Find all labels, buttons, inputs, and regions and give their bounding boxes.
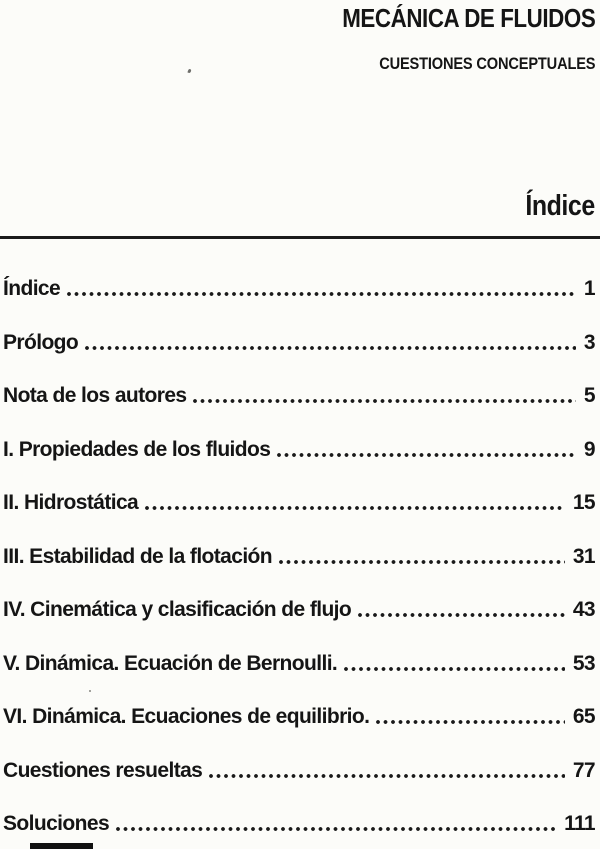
toc-entry-label: Prólogo <box>3 330 79 354</box>
toc-entry: Soluciones 111 <box>3 810 596 837</box>
toc-entry-label: Nota de los autores <box>3 384 187 407</box>
section-heading: Índice <box>0 188 600 224</box>
toc-entry: Nota de los autores 5 <box>3 382 596 409</box>
toc-entry-label: V. Dinámica. Ecuación de Bernoulli. <box>3 651 338 675</box>
toc-entry-page-number: 77 <box>572 758 596 782</box>
toc-entry: V. Dinámica. Ecuación de Bernoulli. 53 <box>3 650 596 677</box>
toc-entry-page-number: 65 <box>572 705 596 728</box>
toc-entry: II. Hidrostática 15 <box>3 489 596 516</box>
toc-entry-page-number: 15 <box>572 491 596 514</box>
toc-entry: Cuestiones resueltas 77 <box>3 757 596 784</box>
dot-leader <box>67 290 576 298</box>
dot-leader <box>277 450 576 459</box>
toc-entry-label: Cuestiones resueltas <box>3 758 203 782</box>
toc-entry-page-number: 9 <box>583 437 596 461</box>
toc-entry: III. Estabilidad de la flotación 31 <box>3 543 596 570</box>
dot-leader <box>279 557 565 566</box>
toc-entry-label: VI. Dinámica. Ecuaciones de equilibrio. <box>3 705 370 728</box>
section-heading-text: Índice <box>525 190 596 222</box>
scan-speck <box>89 690 91 692</box>
toc-entry-label: IV. Cinemática y clasificación de flujo <box>3 598 352 621</box>
dot-leader <box>358 611 565 619</box>
toc-entry-label: Soluciones <box>3 812 110 835</box>
dot-leader <box>116 825 557 833</box>
toc-entry-label: III. Estabilidad de la flotación <box>3 544 273 568</box>
toc-entry-page-number: 3 <box>583 330 596 354</box>
heading-rule <box>0 236 600 239</box>
dot-leader <box>145 504 565 512</box>
toc-entry-label: I. Propiedades de los fluidos <box>3 437 271 461</box>
toc-entry-page-number: 43 <box>572 598 596 621</box>
book-subtitle-text: CUESTIONES CONCEPTUALES <box>378 54 595 73</box>
toc-entry: I. Propiedades de los fluidos 9 <box>3 436 596 463</box>
toc-entry: IV. Cinemática y clasificación de flujo … <box>3 596 596 623</box>
toc-entry-page-number: 53 <box>572 651 596 675</box>
toc-list: Índice 1 Prólogo 3 Nota de los autores 5… <box>0 275 600 837</box>
toc-entry-page-number: 5 <box>583 384 596 407</box>
toc-entry: Prólogo 3 <box>3 329 596 356</box>
toc-entry-label: II. Hidrostática <box>3 491 139 514</box>
book-title: MECÁNICA DE FLUIDOS <box>0 0 600 35</box>
page-header: MECÁNICA DE FLUIDOS CUESTIONES CONCEPTUA… <box>0 0 600 74</box>
toc-entry-label: Índice <box>3 277 61 300</box>
book-subtitle: CUESTIONES CONCEPTUALES <box>0 53 600 74</box>
toc-entry: Índice 1 <box>3 275 596 302</box>
dot-leader <box>209 771 565 780</box>
toc-entry-page-number: 111 <box>564 812 596 835</box>
dot-leader <box>85 343 576 352</box>
scan-edge-artifact <box>30 843 93 849</box>
toc-entry-page-number: 1 <box>583 277 596 300</box>
dot-leader <box>344 664 565 673</box>
dot-leader <box>376 718 565 726</box>
toc-entry: VI. Dinámica. Ecuaciones de equilibrio. … <box>3 703 596 730</box>
dot-leader <box>193 397 576 405</box>
toc-entry-page-number: 31 <box>572 544 596 568</box>
book-title-text: MECÁNICA DE FLUIDOS <box>341 3 596 33</box>
